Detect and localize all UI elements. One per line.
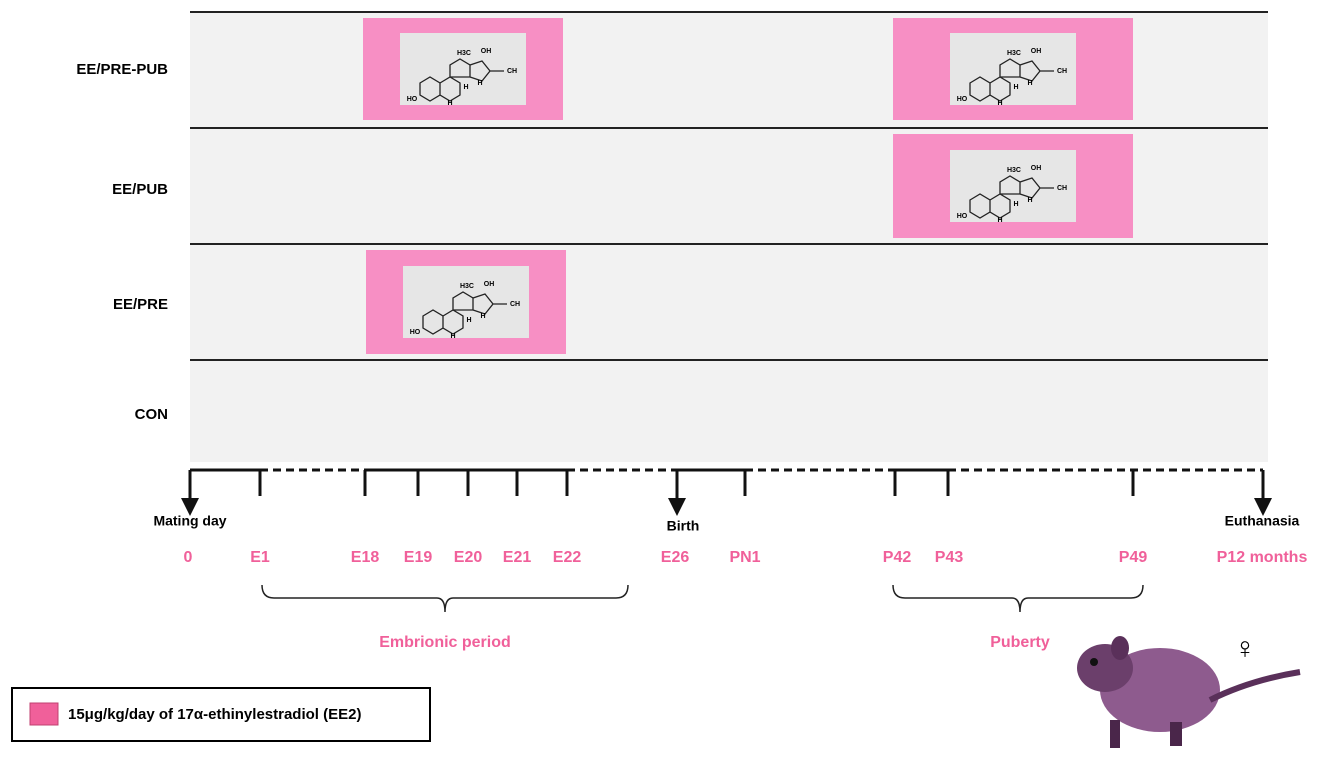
treatment-box: H3C OH CH HO H H H [363,18,563,120]
molecule-label: OH [481,48,492,55]
arrow-head [1254,498,1272,516]
legend-text: 15μg/kg/day of 17α-ethinylestradiol (EE2… [68,706,361,723]
timepoint-label: E18 [351,549,380,566]
brace [261,584,629,613]
molecule-label: H [997,217,1002,224]
molecule-label: H [1027,80,1032,87]
molecule-structure [969,58,1054,102]
group-label: CON [135,406,168,423]
molecule-label: CH [1057,68,1067,75]
molecule-label: H [1027,197,1032,204]
molecule-structure [422,291,507,335]
molecule-label: H3C [1007,167,1021,174]
timepoint-label: E19 [404,549,433,566]
molecule-image [950,33,1076,105]
molecule-label: H [466,317,471,324]
molecule-image [950,150,1076,222]
event-label: Birth [667,518,700,534]
molecule-label: H [477,80,482,87]
timepoint-label: P42 [883,549,912,566]
timepoint-label: P12 months [1217,549,1308,566]
timepoint-label: E22 [553,549,582,566]
molecule-label: H [447,100,452,107]
molecule-structure [419,58,504,102]
molecule-label: H3C [457,50,471,57]
group-label: EE/PRE [113,296,168,313]
molecule-structure [969,175,1054,219]
molecule-label: H [450,333,455,340]
molecule-label: HO [407,96,418,103]
timepoint-label: PN1 [729,549,760,566]
molecule-label: OH [1031,48,1042,55]
group-label: EE/PUB [112,181,168,198]
timepoint-label: E26 [661,549,690,566]
treatment-box: H3C OH CH HO H H H [893,18,1133,120]
molecule-label: H3C [460,283,474,290]
treatment-box: H3C OH CH HO H H H [366,250,566,354]
molecule-label: H [1013,201,1018,208]
molecule-image [403,266,529,338]
molecule-label: CH [507,68,517,75]
timepoint-label: E21 [503,549,532,566]
molecule-label: CH [1057,185,1067,192]
molecule-label: H [1013,84,1018,91]
timepoint-label: 0 [184,549,193,566]
group-label: EE/PRE-PUB [76,61,168,78]
molecule-label: H [463,84,468,91]
brace [892,584,1144,613]
event-label: Euthanasia [1225,513,1300,529]
legend-box [11,687,431,742]
arrow-head [181,498,199,516]
timepoint-label: P43 [935,549,964,566]
event-label: Mating day [153,513,226,529]
treatment-box: H3C OH CH HO H H H [893,134,1133,238]
molecule-label: H [997,100,1002,107]
molecule-label: H [480,313,485,320]
molecule-image [400,33,526,105]
molecule-label: HO [957,96,968,103]
molecule-label: OH [484,281,495,288]
gerbil [1077,636,1301,748]
legend-swatch [29,702,59,726]
timepoint-label: E1 [250,549,270,566]
molecule-label: HO [410,329,421,336]
arrow-head [668,498,686,516]
molecule-label: H3C [1007,50,1021,57]
female-symbol: ♀ [1234,632,1257,665]
molecule-label: CH [510,301,520,308]
timepoint-label: P49 [1119,549,1148,566]
period-label: Puberty [990,634,1050,651]
molecule-label: OH [1031,165,1042,172]
timepoint-label: E20 [454,549,483,566]
period-label: Embrionic period [379,634,511,651]
molecule-label: HO [957,213,968,220]
